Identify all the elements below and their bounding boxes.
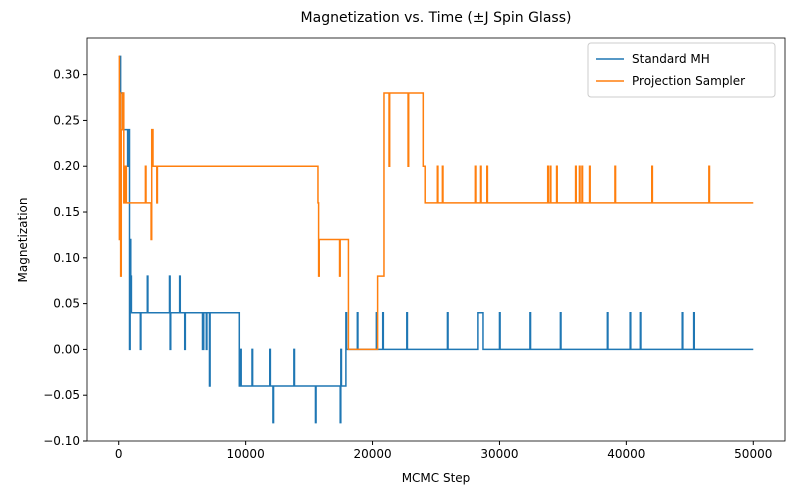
x-tick-label: 50000 — [734, 447, 772, 461]
x-tick-label: 40000 — [607, 447, 645, 461]
x-tick-label: 0 — [115, 447, 123, 461]
x-axis-label: MCMC Step — [402, 471, 471, 485]
x-tick-label: 30000 — [480, 447, 518, 461]
legend-box — [587, 42, 776, 98]
plot-frame — [86, 37, 786, 442]
y-tick-label: 0.15 — [53, 205, 80, 219]
x-tick-label: 20000 — [353, 447, 391, 461]
y-axis-label: Magnetization — [16, 198, 30, 283]
legend-label: Projection Sampler — [632, 74, 745, 88]
series-line — [118, 55, 754, 424]
y-tick-label: 0.30 — [53, 68, 80, 82]
y-tick-label: 0.00 — [53, 342, 80, 356]
legend-label: Standard MH — [632, 52, 710, 66]
y-tick-label: 0.25 — [53, 113, 80, 127]
y-tick-label: 0.10 — [53, 251, 80, 265]
x-tick-label: 10000 — [227, 447, 265, 461]
series-line — [118, 55, 754, 351]
y-tick-label: 0.20 — [53, 159, 80, 173]
y-tick-label: −0.05 — [43, 388, 80, 402]
chart-title: Magnetization vs. Time (±J Spin Glass) — [301, 10, 572, 26]
y-tick-label: 0.05 — [53, 297, 80, 311]
y-tick-label: −0.10 — [43, 434, 80, 448]
